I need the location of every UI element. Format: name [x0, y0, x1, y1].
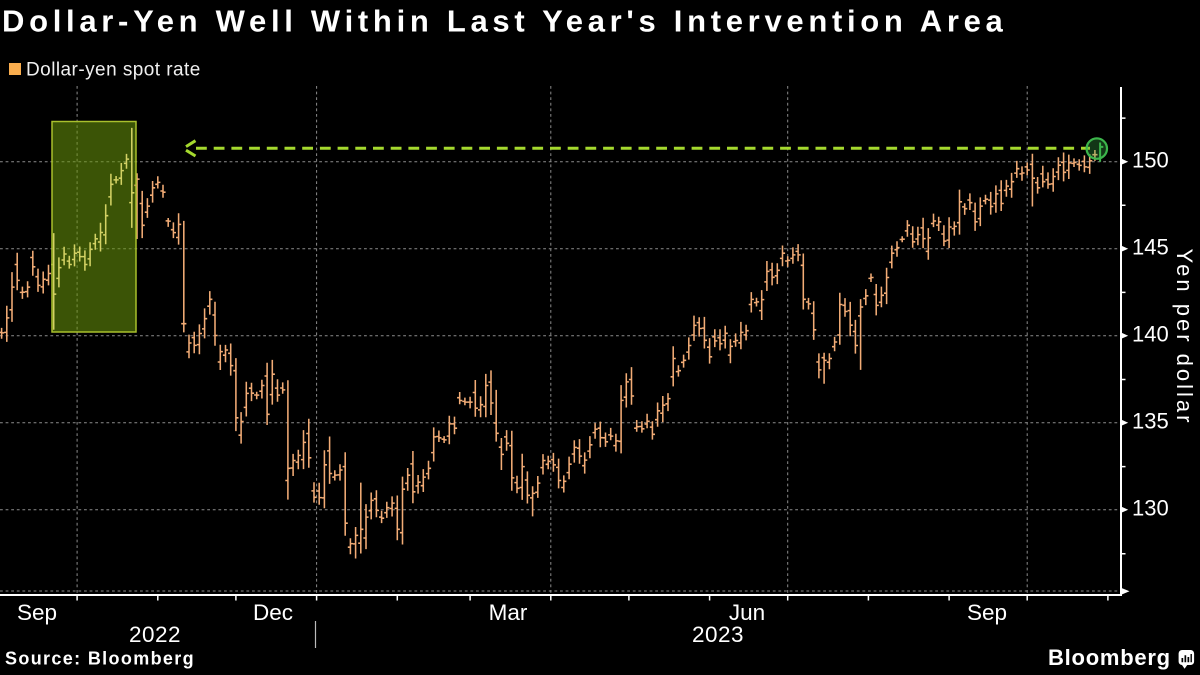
svg-text:140: 140	[1132, 322, 1169, 347]
svg-text:Sep: Sep	[17, 600, 57, 625]
svg-text:Jun: Jun	[729, 600, 765, 625]
svg-text:Yen per dollar: Yen per dollar	[1172, 249, 1197, 426]
svg-text:Dollar-Yen Well Within Last Ye: Dollar-Yen Well Within Last Year's Inter…	[2, 4, 1007, 39]
svg-text:Sep: Sep	[967, 600, 1007, 625]
svg-text:135: 135	[1132, 409, 1169, 434]
svg-text:145: 145	[1132, 235, 1169, 260]
svg-text:Source: Bloomberg: Source: Bloomberg	[5, 649, 195, 669]
svg-text:130: 130	[1132, 496, 1169, 521]
svg-text:Dollar-yen spot rate: Dollar-yen spot rate	[26, 60, 201, 81]
svg-text:150: 150	[1132, 148, 1169, 173]
svg-text:2023: 2023	[692, 622, 744, 647]
svg-text:Mar: Mar	[489, 600, 528, 625]
svg-text:Dec: Dec	[253, 600, 293, 625]
svg-text:2022: 2022	[129, 622, 181, 647]
svg-text:Bloomberg: Bloomberg	[1048, 645, 1171, 670]
